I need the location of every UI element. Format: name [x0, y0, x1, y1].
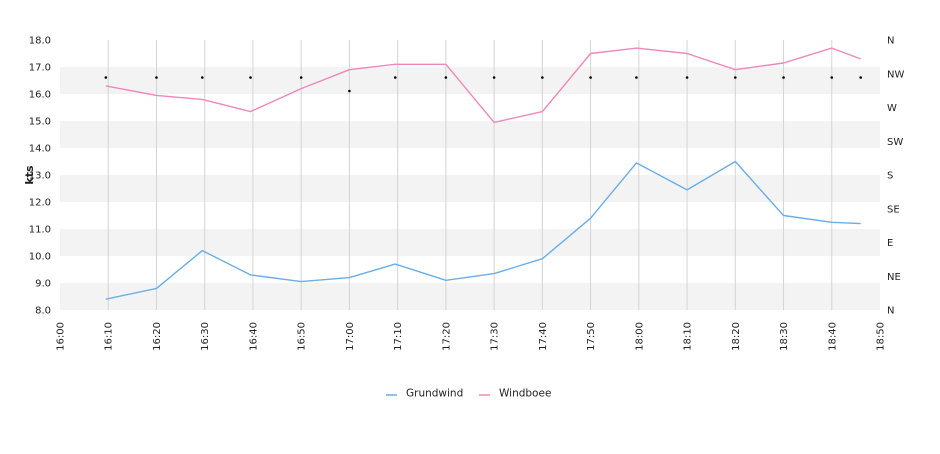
direction-tick-label: W	[887, 103, 897, 114]
y-axis-layer: 8.0 9.0 10.0 11.0 12.0 13.0 14.0 15.0 16.0 17.0 18…	[29, 36, 51, 317]
grid-band	[60, 148, 880, 175]
series-line-windboee	[105, 47, 861, 124]
y-tick-label: 18.0	[29, 36, 51, 47]
grid-band	[60, 283, 880, 310]
x-tick-label: 16:00	[56, 322, 67, 351]
x-tick-label: 18:30	[779, 322, 790, 351]
x-tick-label: 17:00	[345, 322, 356, 351]
direction-point	[104, 76, 108, 79]
direction-point	[635, 76, 638, 79]
x-tick-label: 17:50	[586, 322, 597, 351]
x-tick-label: 18:00	[634, 322, 645, 351]
x-tick-label: 17:10	[393, 322, 404, 351]
grid-band	[60, 175, 880, 202]
direction-point	[541, 76, 544, 79]
y-tick-label: 9.0	[35, 279, 51, 290]
x-tick-label: 16:40	[248, 322, 259, 351]
y-tick-label: 15.0	[29, 117, 51, 128]
direction-point	[299, 76, 303, 79]
direction-point	[589, 76, 592, 79]
direction-point	[444, 76, 448, 79]
y-tick-label: 11.0	[29, 225, 51, 236]
grid-band	[60, 40, 880, 67]
x-tick-label: 17:30	[490, 322, 501, 351]
legend-label-grundwind: Grundwind	[406, 388, 463, 400]
y-tick-label: 16.0	[29, 90, 51, 101]
x-tick-label: 16:10	[104, 322, 115, 351]
x-tick-label: 16:30	[200, 322, 211, 351]
direction-tick-label: NW	[887, 69, 904, 80]
direction-axis-layer: N NE E SE S SW W NW N	[887, 36, 904, 317]
x-tick-label: 18:40	[827, 322, 838, 351]
direction-tick-label: S	[887, 171, 893, 182]
x-tick-label: 16:20	[152, 322, 163, 351]
direction-point	[393, 76, 397, 79]
grid-band	[60, 229, 880, 256]
y-tick-label: 8.0	[35, 306, 51, 317]
direction-point	[830, 76, 834, 79]
y-tick-label: 17.0	[29, 63, 51, 74]
band-layer	[60, 40, 880, 310]
direction-tick-label: E	[887, 238, 893, 249]
series-layer	[105, 47, 861, 300]
y-tick-label: 14.0	[29, 144, 51, 155]
direction-tick-label: N	[887, 306, 894, 317]
x-tick-label: 18:50	[876, 322, 887, 351]
grid-band	[60, 67, 880, 94]
direction-tick-label: N	[887, 36, 894, 47]
series-line-grundwind	[105, 160, 861, 300]
direction-point	[155, 76, 158, 79]
y-tick-label: 10.0	[29, 252, 51, 263]
direction-point	[859, 76, 863, 79]
direction-point	[348, 89, 351, 93]
grid-band	[60, 202, 880, 229]
direction-point	[492, 76, 496, 79]
legend-label-windboee: Windboee	[499, 388, 551, 400]
direction-layer	[104, 76, 863, 93]
y-axis-title: kts	[23, 165, 36, 185]
vertical-grid-layer	[107, 40, 833, 310]
direction-point	[249, 76, 252, 79]
direction-point	[685, 76, 689, 79]
x-tick-label: 18:10	[683, 322, 694, 351]
x-axis-layer: 16:00 16:10 16:20 16:30 16:40 16:50 17:00 17:10…	[56, 322, 887, 351]
x-tick-label: 17:20	[441, 322, 452, 351]
direction-tick-label: NE	[887, 272, 901, 283]
x-tick-label: 18:20	[731, 322, 742, 351]
direction-point	[782, 76, 785, 79]
direction-point	[733, 76, 737, 79]
x-tick-label: 16:50	[297, 322, 308, 351]
y-tick-label: 12.0	[29, 198, 51, 209]
direction-point	[200, 76, 204, 79]
direction-tick-label: SE	[887, 204, 900, 215]
y-tick-label: 13.0	[29, 171, 51, 182]
legend: Grundwind Windboee	[386, 388, 551, 400]
grid-band	[60, 121, 880, 148]
direction-tick-label: SW	[887, 137, 903, 148]
grid-band	[60, 256, 880, 283]
x-tick-label: 17:40	[538, 322, 549, 351]
